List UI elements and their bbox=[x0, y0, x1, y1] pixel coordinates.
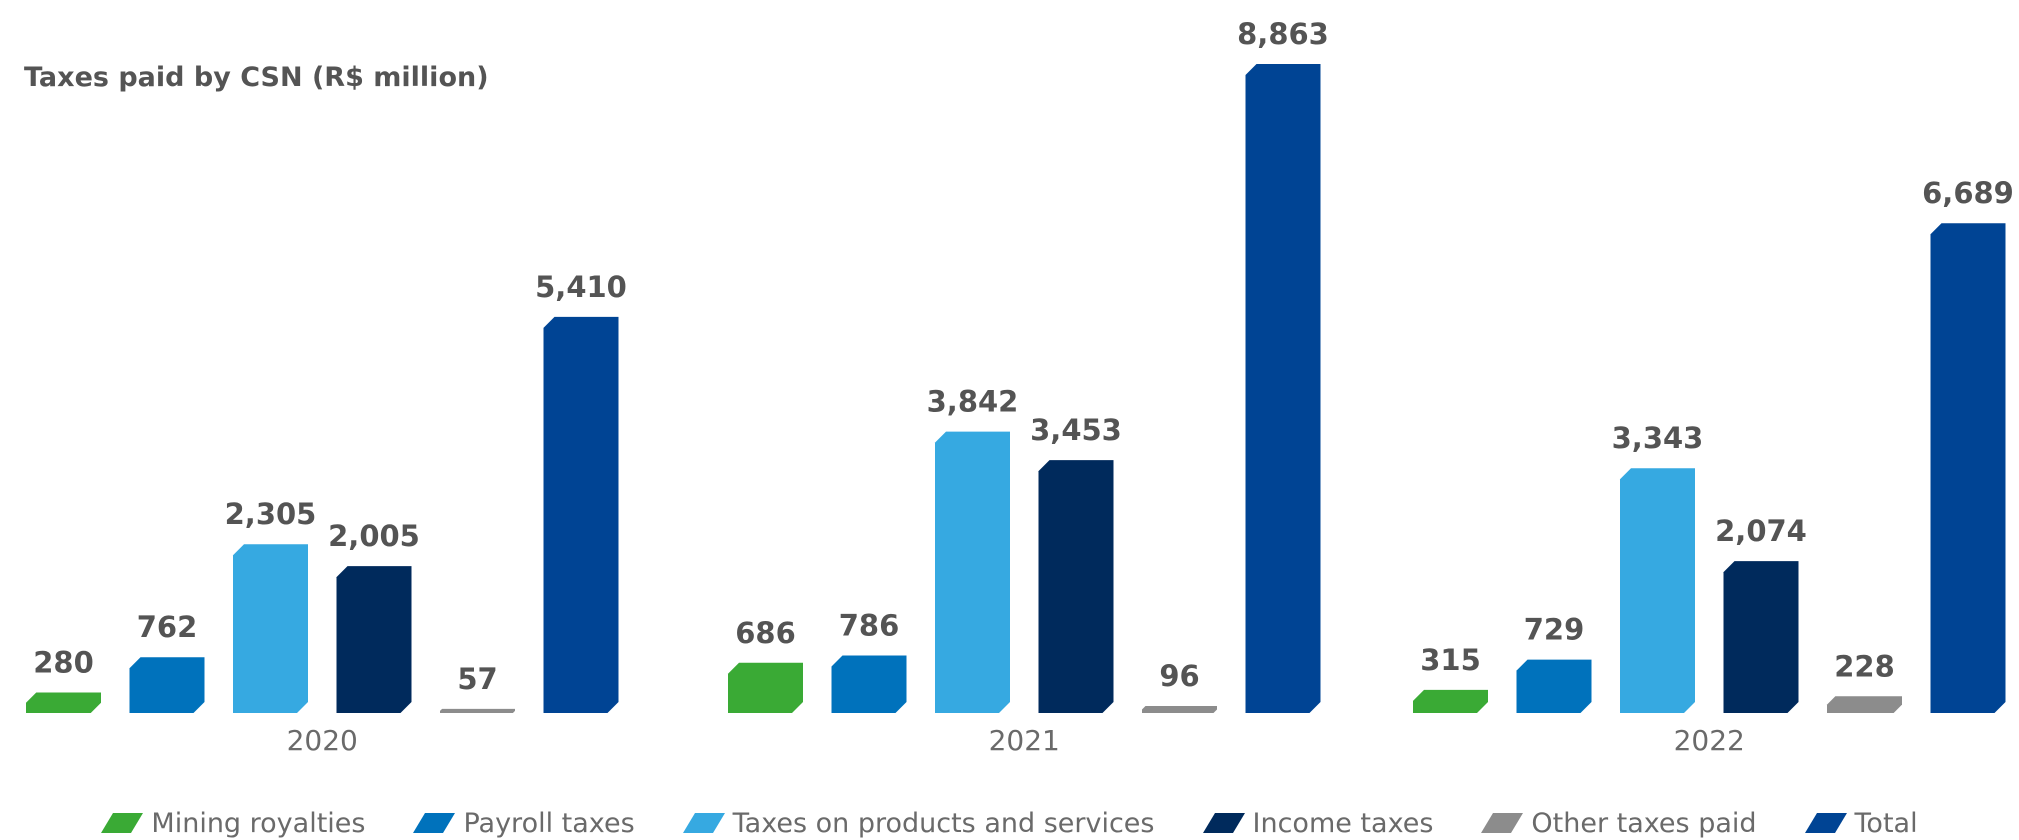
value-label: 8,863 bbox=[1237, 17, 1329, 51]
bar-2020-other-taxes-paid bbox=[440, 708, 515, 713]
legend: Mining royalties Payroll taxes Taxes on pr… bbox=[0, 806, 2019, 840]
value-label: 762 bbox=[137, 610, 198, 644]
bar-2021-other-taxes-paid bbox=[1142, 705, 1217, 713]
value-label: 3,453 bbox=[1030, 413, 1122, 447]
bar-2021-total bbox=[1245, 64, 1321, 713]
legend-item: Other taxes paid bbox=[1481, 807, 1757, 839]
bar-chart: 280 762 2,305 2,005 57 5,410 2020 686 786 3,842 3,… bbox=[26, 17, 2014, 757]
bar-2021-taxes-on-products-and-services bbox=[935, 431, 1010, 713]
legend-item: Mining royalties bbox=[101, 808, 365, 839]
value-label: 6,689 bbox=[1922, 176, 2014, 210]
bar-2022-total bbox=[1930, 223, 2006, 714]
legend-item: Total bbox=[1804, 807, 1918, 839]
legend-item: Taxes on products and services bbox=[682, 807, 1155, 839]
value-label: 729 bbox=[1524, 613, 1585, 647]
legend-swatch bbox=[101, 813, 144, 833]
legend-label: Other taxes paid bbox=[1531, 807, 1757, 839]
bar-2020-mining-royalties bbox=[26, 692, 101, 713]
legend-swatch bbox=[1804, 813, 1847, 833]
bar-2020-payroll-taxes bbox=[129, 657, 205, 713]
bar-2020-taxes-on-products-and-services bbox=[233, 544, 308, 713]
value-label: 2,305 bbox=[225, 497, 317, 531]
legend-swatch bbox=[1481, 813, 1524, 833]
value-label: 686 bbox=[735, 616, 796, 650]
legend-label: Total bbox=[1854, 807, 1918, 839]
value-label: 5,410 bbox=[535, 270, 627, 304]
x-tick-label: 2021 bbox=[989, 724, 1060, 757]
bar-2021-income-taxes bbox=[1038, 460, 1114, 713]
bar-2021-payroll-taxes bbox=[831, 655, 907, 713]
value-label: 2,005 bbox=[328, 519, 420, 553]
value-label: 57 bbox=[457, 662, 497, 696]
bar-2021-mining-royalties bbox=[728, 662, 803, 713]
x-tick-label: 2020 bbox=[287, 724, 358, 757]
legend-swatch bbox=[1202, 813, 1245, 833]
bar-2022-income-taxes bbox=[1723, 561, 1799, 713]
bar-2022-other-taxes-paid bbox=[1827, 696, 1902, 713]
legend-swatch bbox=[413, 813, 456, 833]
value-label: 315 bbox=[1420, 643, 1481, 677]
value-label: 96 bbox=[1159, 659, 1199, 693]
bar-2022-taxes-on-products-and-services bbox=[1620, 468, 1695, 713]
value-label: 228 bbox=[1834, 649, 1895, 683]
bar-2020-total bbox=[543, 316, 619, 713]
value-label: 786 bbox=[839, 608, 900, 642]
value-label: 2,074 bbox=[1715, 514, 1807, 548]
bar-2020-income-taxes bbox=[336, 566, 412, 713]
legend-label: Income taxes bbox=[1252, 807, 1434, 839]
legend-label: Taxes on products and services bbox=[732, 807, 1155, 839]
legend-swatch bbox=[682, 813, 725, 833]
legend-item: Income taxes bbox=[1202, 807, 1434, 839]
bar-2022-payroll-taxes bbox=[1516, 659, 1592, 713]
legend-label: Mining royalties bbox=[151, 807, 366, 839]
legend-label: Payroll taxes bbox=[463, 807, 635, 839]
chart-title: Taxes paid by CSN (R$ million) bbox=[24, 62, 489, 93]
x-tick-label: 2022 bbox=[1674, 724, 1745, 757]
value-label: 3,842 bbox=[927, 385, 1019, 419]
value-label: 280 bbox=[33, 645, 94, 679]
bar-2022-mining-royalties bbox=[1413, 689, 1488, 713]
value-label: 3,343 bbox=[1612, 421, 1704, 455]
legend-item: Payroll taxes bbox=[413, 807, 635, 839]
